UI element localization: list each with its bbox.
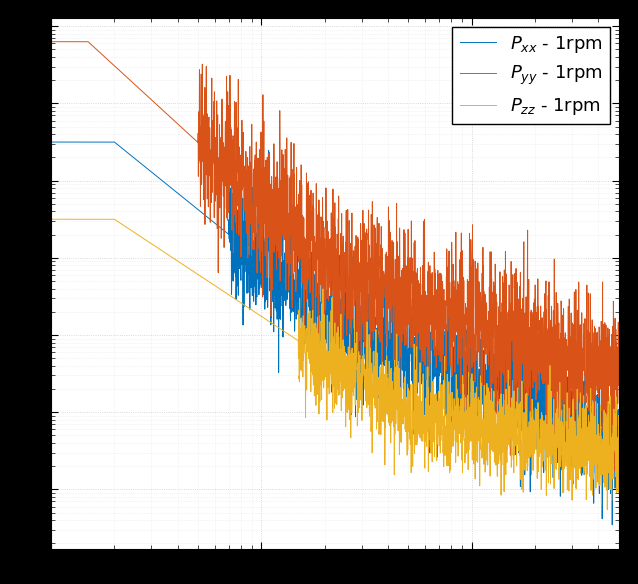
$P_{yy}$ - 1rpm — [265, 234, 272, 241]
$P_{yy}$ - 1rpm — [543, 378, 551, 385]
$P_{xx}$ - 1rpm — [604, 449, 611, 456]
$P_{zz}$ - 1rpm — [604, 456, 612, 463]
Line: $P_{zz}$ - 1rpm: $P_{zz}$ - 1rpm — [51, 219, 619, 509]
$P_{xx}$ - 1rpm — [47, 138, 55, 145]
$P_{zz}$ - 1rpm — [47, 215, 55, 223]
$P_{zz}$ - 1rpm — [543, 434, 551, 441]
$P_{xx}$ - 1rpm — [290, 308, 297, 315]
$P_{xx}$ - 1rpm — [145, 167, 153, 174]
$P_{yy}$ - 1rpm — [145, 95, 153, 102]
$P_{xx}$ - 1rpm — [615, 427, 623, 434]
$P_{zz}$ - 1rpm — [290, 334, 297, 341]
Legend: $P_{xx}$ - 1rpm, $P_{yy}$ - 1rpm, $P_{zz}$ - 1rpm: $P_{xx}$ - 1rpm, $P_{yy}$ - 1rpm, $P_{zz… — [452, 26, 610, 124]
$P_{xx}$ - 1rpm — [609, 522, 616, 529]
$P_{yy}$ - 1rpm — [607, 478, 615, 485]
Line: $P_{xx}$ - 1rpm: $P_{xx}$ - 1rpm — [51, 142, 619, 525]
$P_{yy}$ - 1rpm — [615, 372, 623, 379]
$P_{yy}$ - 1rpm — [290, 206, 297, 213]
$P_{zz}$ - 1rpm — [615, 435, 623, 442]
$P_{zz}$ - 1rpm — [145, 239, 153, 246]
$P_{zz}$ - 1rpm — [265, 318, 272, 325]
$P_{yy}$ - 1rpm — [47, 38, 55, 45]
$P_{zz}$ - 1rpm — [112, 217, 119, 224]
$P_{xx}$ - 1rpm — [112, 140, 119, 147]
$P_{xx}$ - 1rpm — [265, 246, 272, 253]
$P_{yy}$ - 1rpm — [604, 399, 611, 406]
Line: $P_{yy}$ - 1rpm: $P_{yy}$ - 1rpm — [51, 41, 619, 481]
$P_{xx}$ - 1rpm — [543, 360, 551, 367]
$P_{zz}$ - 1rpm — [604, 506, 611, 513]
$P_{yy}$ - 1rpm — [112, 64, 119, 71]
